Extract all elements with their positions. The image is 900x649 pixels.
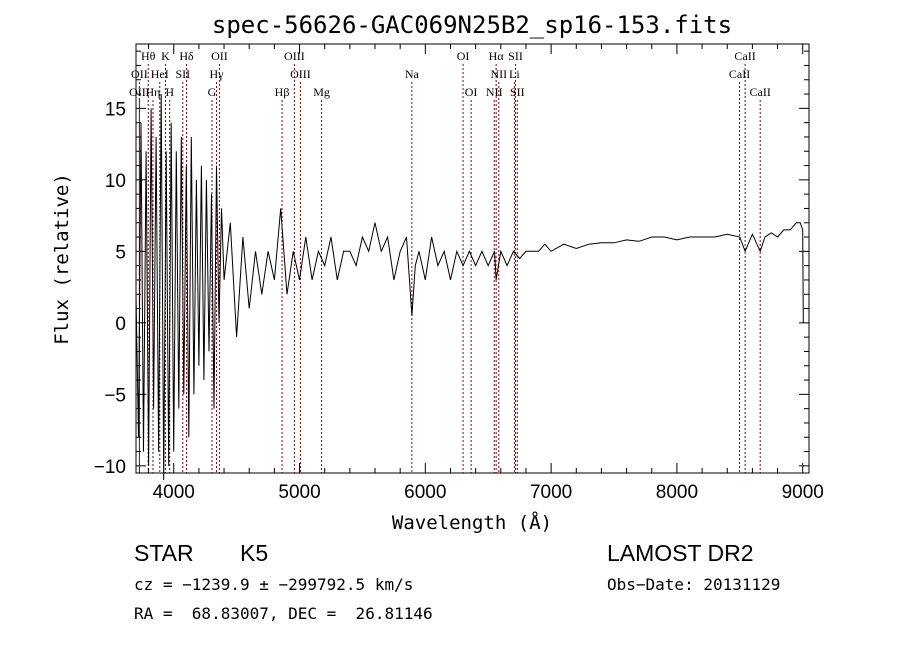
line-label: Hα [489, 49, 505, 63]
object-subclass: K5 [240, 540, 269, 566]
line-label: CaII [729, 67, 750, 81]
axis-tick-labels: 4000 5000 6000 7000 8000 9000 −10 −5 0 5 10 15 [94, 99, 824, 503]
x-tick-label: 4000 [153, 482, 195, 503]
line-label: Hη [146, 85, 161, 99]
line-label: Hβ [275, 85, 290, 99]
line-label: SII [175, 67, 190, 81]
line-label: K [161, 49, 170, 63]
line-label: Li [509, 67, 520, 81]
emission-line-markers [138, 64, 761, 473]
line-label: OIII [129, 85, 150, 99]
axis-ticks [136, 44, 809, 473]
line-label: G [208, 85, 217, 99]
y-axis-label: Flux (relative) [51, 173, 73, 345]
chart-title: spec-56626-GAC069N25B2_sp16-153.fits [212, 11, 732, 39]
sky-coordinates: RA = 68.83007, DEC = 26.81146 [134, 604, 433, 623]
line-label: SII [510, 85, 525, 99]
line-label: Hγ [210, 67, 225, 81]
line-label: HeI [151, 67, 169, 81]
survey-name: LAMOST DR2 [607, 540, 754, 566]
line-label: CaII [750, 85, 771, 99]
line-label: Hθ [141, 49, 156, 63]
line-label: Hδ [179, 49, 194, 63]
y-tick-label: 0 [115, 314, 126, 335]
y-tick-label: 15 [105, 99, 126, 120]
line-label: NII [490, 67, 507, 81]
y-tick-label: 5 [115, 242, 126, 263]
x-tick-label: 9000 [782, 482, 824, 503]
x-tick-label: 5000 [278, 482, 320, 503]
spectrum-line [135, 94, 804, 481]
line-label: OIII [284, 49, 305, 63]
y-tick-label: −10 [94, 457, 126, 478]
x-tick-label: 8000 [656, 482, 698, 503]
x-tick-label: 6000 [404, 482, 446, 503]
line-label: OII [131, 67, 148, 81]
y-tick-label: 10 [105, 171, 126, 192]
line-label: NII [486, 85, 503, 99]
line-label: OI [465, 85, 478, 99]
line-label: SII [508, 49, 523, 63]
line-label: H [165, 85, 174, 99]
x-tick-label: 7000 [530, 482, 572, 503]
observation-date: Obs−Date: 20131129 [607, 575, 781, 594]
redshift-velocity: cz = −1239.9 ± −299792.5 km/s [134, 575, 414, 594]
line-label: OIII [290, 67, 311, 81]
line-label: CaII [734, 49, 755, 63]
object-class: STAR [134, 540, 194, 566]
y-tick-label: −5 [104, 385, 126, 406]
x-axis-label: Wavelength (Å) [392, 511, 552, 534]
line-label: OI [457, 49, 470, 63]
line-label: OII [211, 49, 228, 63]
line-label: Na [405, 67, 420, 81]
line-label: Mg [313, 85, 330, 99]
plot-frame [135, 43, 810, 474]
